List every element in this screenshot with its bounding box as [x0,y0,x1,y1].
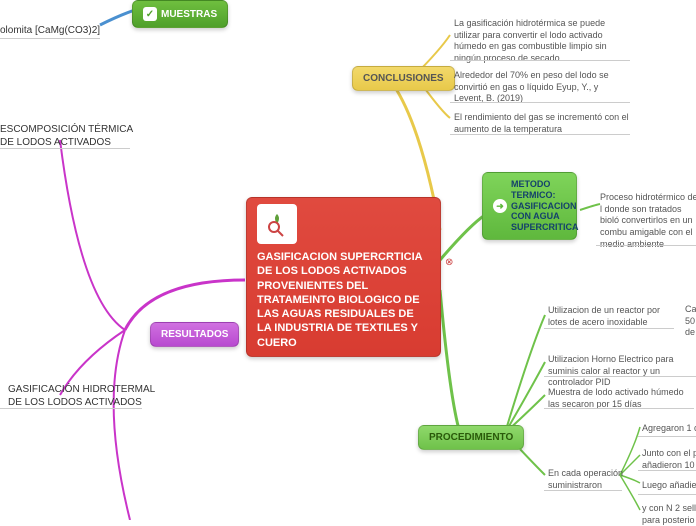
proc-p3: Muestra de lodo activado húmedo las seca… [548,387,693,410]
central-title: GASIFICACION SUPERCRTICIA DE LOS LODOS A… [257,250,430,350]
proc-p1: Utilizacion de un reactor por lotes de a… [548,305,678,328]
divider [450,102,630,103]
procedimiento-node[interactable]: PROCEDIMIENTO [418,425,524,450]
proc-p4d: y con N 2 sella para posterio [642,503,696,526]
metodo-label: METODO TERMICO: GASIFICACION CON AGUA SU… [511,179,579,233]
arrow-icon: ➜ [493,199,507,213]
divider [544,328,674,329]
divider [596,245,696,246]
divider [638,436,696,437]
metodo-desc: Proceso hidrotérmico de l donde son trat… [600,192,696,250]
proc-p2: Utilizacion Horno Electrico para suminis… [548,354,696,389]
descomposicion-text: ESCOMPOSICIÓN TÉRMICA DE LODOS ACTIVADOS [0,123,140,149]
divider [0,148,130,149]
divider [544,408,694,409]
divider [544,376,696,377]
divider [450,134,630,135]
check-icon: ✓ [143,7,157,21]
marker-icon: ⊗ [445,257,453,268]
divider [638,470,696,471]
divider [638,494,696,495]
proc-p4a: Agregaron 1 c [642,423,696,435]
resultados-node[interactable]: RESULTADOS [150,322,239,347]
proc-p1b: Ca 50 de [685,304,696,339]
conclusiones-label: CONCLUSIONES [363,73,444,84]
central-node[interactable]: GASIFICACION SUPERCRTICIA DE LOS LODOS A… [246,197,441,357]
leaf-search-icon [257,204,297,244]
concl-t3: El rendimiento del gas se incrementó con… [454,112,629,135]
resultados-label: RESULTADOS [161,329,228,340]
metodo-node[interactable]: ➜ METODO TERMICO: GASIFICACION CON AGUA … [482,172,577,240]
proc-p4c: Luego añadie [642,480,696,492]
divider [0,38,100,39]
gasif-hidro-text: GASIFICACIÓN HIDROTERMAL DE LOS LODOS AC… [8,383,158,409]
conclusiones-node[interactable]: CONCLUSIONES [352,66,455,91]
divider [0,408,142,409]
dolomita-text: olomita [CaMg(CO3)2] [0,24,100,37]
muestras-node[interactable]: ✓ MUESTRAS [132,0,228,28]
concl-t2: Alrededor del 70% en peso del lodo se co… [454,70,629,105]
muestras-label: MUESTRAS [161,9,217,20]
procedimiento-label: PROCEDIMIENTO [429,432,513,443]
proc-p4: En cada operación suministraron [548,468,628,491]
concl-t1: La gasificación hidrotérmica se puede ut… [454,18,629,65]
proc-p4b: Junto con el p añadieron 10 [642,448,696,471]
divider [544,490,622,491]
divider [450,60,630,61]
